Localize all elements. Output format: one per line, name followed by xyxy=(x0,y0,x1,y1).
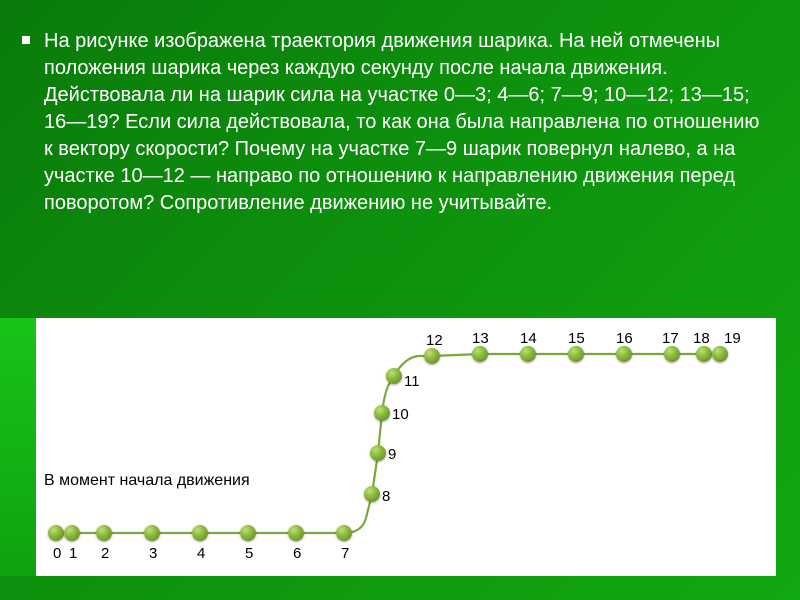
trajectory-ball xyxy=(712,346,728,362)
trajectory-point-label: 11 xyxy=(404,373,420,390)
trajectory-point-label: 16 xyxy=(616,330,633,347)
trajectory-ball xyxy=(696,346,712,362)
trajectory-ball xyxy=(520,346,536,362)
trajectory-point-label: 7 xyxy=(341,545,349,562)
trajectory-point-label: 17 xyxy=(662,330,679,347)
trajectory-ball xyxy=(616,346,632,362)
trajectory-point-label: 5 xyxy=(245,545,253,562)
trajectory-ball xyxy=(144,525,160,541)
problem-text-block: На рисунке изображена траектория движени… xyxy=(0,20,800,225)
trajectory-ball xyxy=(240,525,256,541)
trajectory-point-label: 4 xyxy=(197,545,205,562)
trajectory-point-label: 14 xyxy=(520,330,537,347)
trajectory-ball xyxy=(424,348,440,364)
trajectory-point-label: 8 xyxy=(382,488,390,505)
problem-text: На рисунке изображена траектория движени… xyxy=(44,28,772,217)
trajectory-ball xyxy=(386,368,402,384)
trajectory-ball xyxy=(48,525,64,541)
trajectory-point-label: 12 xyxy=(426,332,443,349)
trajectory-point-label: 3 xyxy=(149,545,157,562)
trajectory-ball xyxy=(96,525,112,541)
trajectory-point-label: 19 xyxy=(724,330,741,347)
trajectory-ball xyxy=(370,445,386,461)
trajectory-ball xyxy=(664,346,680,362)
trajectory-ball xyxy=(568,346,584,362)
trajectory-ball xyxy=(472,346,488,362)
trajectory-ball xyxy=(288,525,304,541)
trajectory-ball xyxy=(336,525,352,541)
trajectory-point-label: 9 xyxy=(388,446,396,463)
trajectory-point-label: 15 xyxy=(568,330,585,347)
start-caption: В момент начала движения xyxy=(44,472,250,490)
trajectory-ball xyxy=(64,525,80,541)
trajectory-ball xyxy=(192,525,208,541)
slide: На рисунке изображена траектория движени… xyxy=(0,0,800,600)
trajectory-point-label: 18 xyxy=(693,330,710,347)
trajectory-point-label: 6 xyxy=(293,545,301,562)
trajectory-point-label: 13 xyxy=(472,330,489,347)
trajectory-ball xyxy=(374,405,390,421)
left-green-bar xyxy=(0,318,36,576)
trajectory-point-label: 0 xyxy=(53,545,61,562)
trajectory-ball xyxy=(364,486,380,502)
trajectory-point-label: 1 xyxy=(69,545,77,562)
trajectory-point-label: 2 xyxy=(101,545,109,562)
trajectory-point-label: 10 xyxy=(392,406,409,423)
bullet-icon xyxy=(22,36,30,44)
